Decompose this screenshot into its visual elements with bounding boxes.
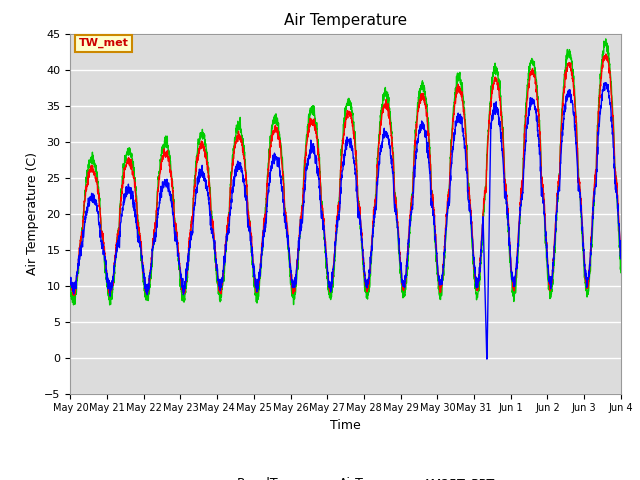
Text: TW_met: TW_met xyxy=(79,38,129,48)
Title: Air Temperature: Air Temperature xyxy=(284,13,407,28)
X-axis label: Time: Time xyxy=(330,419,361,432)
Legend: PanelT, AirT, AM25T_PRT: PanelT, AirT, AM25T_PRT xyxy=(191,472,500,480)
Y-axis label: Air Temperature (C): Air Temperature (C) xyxy=(26,152,39,275)
